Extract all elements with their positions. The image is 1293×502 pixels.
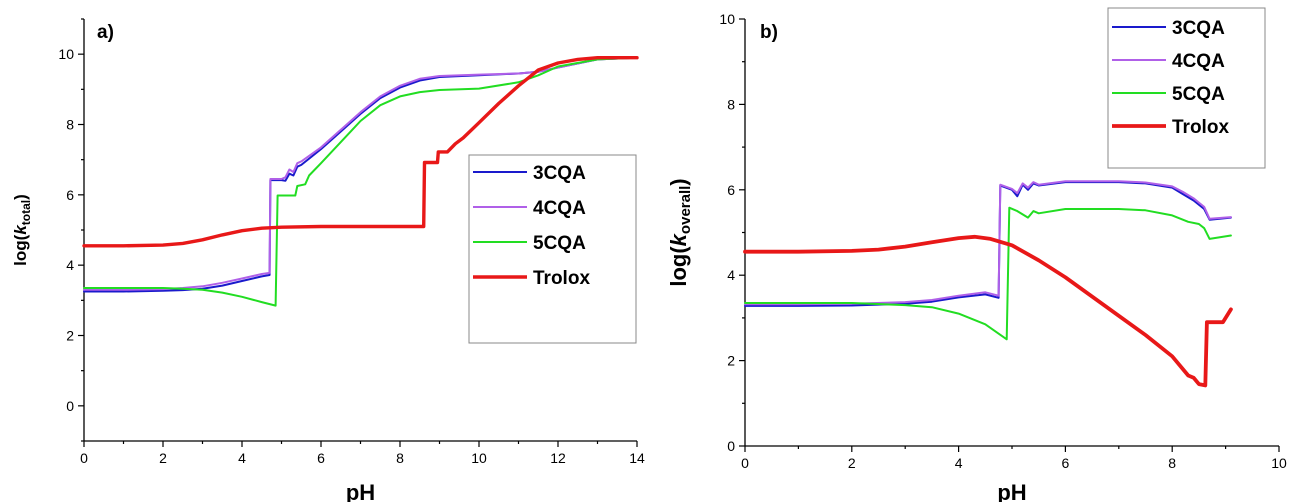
y-tick-label: 4: [66, 257, 74, 273]
x-axis-title: pH: [997, 480, 1026, 502]
series-line-5cqa: [744, 206, 1232, 341]
x-tick-label: 0: [80, 450, 88, 466]
y-tick-label: 10: [58, 46, 74, 62]
x-tick-label: 8: [396, 450, 404, 466]
x-tick-label: 8: [1168, 455, 1176, 471]
y-tick-label: 6: [66, 187, 74, 203]
legend: 3CQA 4CQA 5CQA Trolox: [1107, 7, 1266, 169]
series-line-4cqa: [744, 180, 1232, 306]
legend-label-4cqa: 4CQA: [533, 198, 586, 219]
panel-label: b): [760, 22, 778, 43]
y-tick-label: 10: [719, 11, 735, 27]
legend-box: [1107, 7, 1266, 169]
y-axis-title: log(ktotal): [11, 194, 33, 266]
series-line-trolox: [82, 56, 639, 248]
x-tick-label: 12: [550, 450, 566, 466]
legend-label-3cqa: 3CQA: [533, 163, 586, 184]
y-tick-label: 2: [66, 328, 74, 344]
x-tick-label: 6: [317, 450, 325, 466]
series-line-5cqa: [83, 56, 638, 307]
x-axis-title: pH: [346, 480, 375, 502]
legend-label-4cqa: 4CQA: [1172, 51, 1225, 72]
y-tick-label: 0: [66, 398, 74, 414]
y-tick-label: 2: [727, 353, 735, 369]
x-tick-label: 10: [471, 450, 487, 466]
series-line-trolox: [743, 234, 1233, 388]
x-tick-label: 0: [741, 455, 749, 471]
legend-label-5cqa: 5CQA: [1172, 84, 1225, 105]
y-axis-title: log(koverall): [666, 178, 694, 286]
panel-label: a): [97, 22, 114, 43]
legend-label-trolox: Trolox: [533, 268, 590, 289]
y-tick-label: 6: [727, 182, 735, 198]
legend-box: [468, 154, 637, 344]
legend: 3CQA 4CQA 5CQA Trolox: [468, 154, 637, 344]
y-tick-label: 8: [727, 96, 735, 112]
series-line-3cqa: [744, 181, 1232, 307]
panel-b-chart: 0 2 4 6 8 10 0 2 4 6 8 10 b) pH log(koverall) 3CQA 4CQA 5…: [666, 7, 1287, 502]
x-tick-label: 2: [159, 450, 167, 466]
legend-label-5cqa: 5CQA: [533, 233, 586, 254]
legend-label-trolox: Trolox: [1172, 117, 1229, 138]
y-tick-label: 8: [66, 117, 74, 133]
panel-a-chart: 0 2 4 6 8 10 12 14 0 2 4 6 8 10 a) pH log(ktotal) 3CQA 4CQ…: [11, 18, 645, 502]
x-tick-label: 14: [629, 450, 645, 466]
series-line-4cqa: [83, 56, 638, 291]
x-tick-label: 4: [238, 450, 246, 466]
x-tick-label: 6: [1062, 455, 1070, 471]
y-tick-label: 4: [727, 267, 735, 283]
x-tick-label: 10: [1271, 455, 1287, 471]
legend-label-3cqa: 3CQA: [1172, 18, 1225, 39]
y-tick-label: 0: [727, 438, 735, 454]
x-tick-label: 4: [955, 455, 963, 471]
x-tick-label: 2: [848, 455, 856, 471]
